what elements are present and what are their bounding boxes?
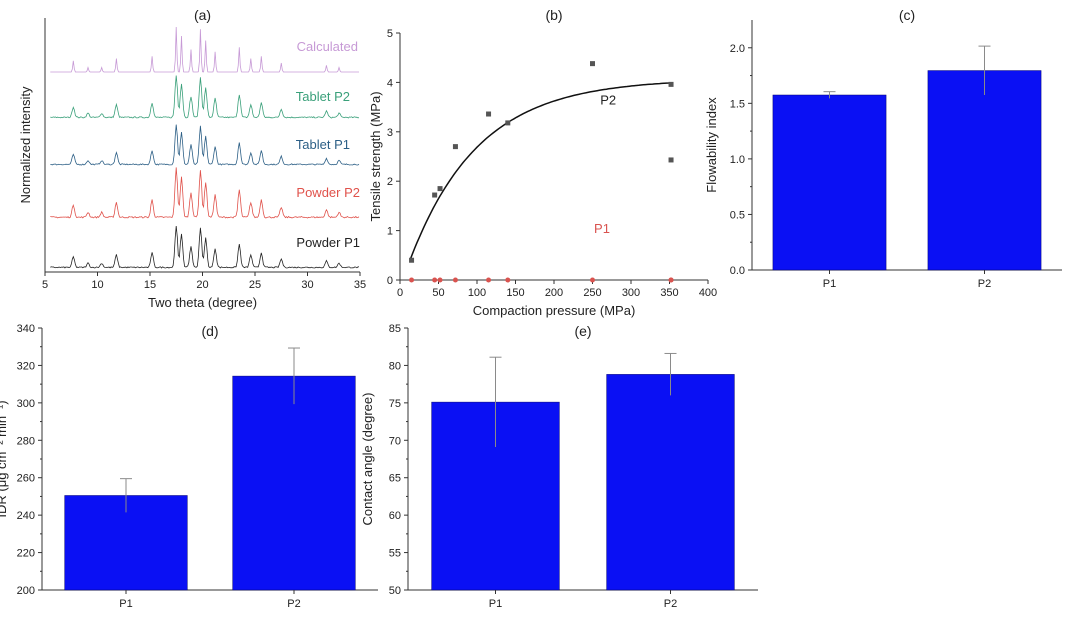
y-tick-label-d: 340	[17, 323, 35, 335]
y-tick-label-b: 2	[387, 176, 393, 188]
x-tick-label-c: P2	[978, 278, 991, 290]
bar-c-P2	[927, 70, 1042, 271]
y-tick-label-e: 65	[389, 473, 401, 485]
x-tick-label-b: 50	[432, 287, 444, 299]
y-tick-label-e: 55	[389, 548, 401, 560]
y-axis-label-c: Flowability index	[704, 97, 719, 193]
x-tick-label-a: 25	[249, 279, 261, 291]
trace-tablet-p1	[50, 124, 360, 166]
y-tick-label-d: 260	[17, 473, 35, 485]
x-tick-label-d: P2	[287, 598, 300, 610]
y-tick-label-e: 85	[389, 323, 401, 335]
series-label-b-P2: P2	[600, 93, 616, 108]
x-tick-label-a: 20	[196, 279, 208, 291]
y-tick-label-d: 220	[17, 548, 35, 560]
trace-powder-p1	[50, 225, 360, 269]
bar-d-P2	[232, 375, 356, 591]
point-b-P1	[590, 277, 595, 283]
point-b-P1	[505, 277, 511, 283]
panel-label-d: (d)	[201, 323, 218, 339]
x-tick-label-b: 0	[397, 287, 403, 299]
point-b-P2	[668, 157, 674, 163]
x-tick-label-a: 5	[42, 279, 48, 291]
trace-label-tablet-p2: Tablet P2	[296, 89, 350, 104]
point-b-P2	[437, 186, 443, 192]
bar-c-P1	[772, 94, 887, 271]
point-b-P1	[452, 277, 458, 283]
panel-label-a: (a)	[194, 7, 211, 23]
y-tick-label-c: 0.5	[730, 209, 745, 221]
y-tick-label-b: 1	[387, 226, 393, 238]
trace-calculated	[50, 26, 359, 73]
x-tick-label-b: 400	[699, 287, 717, 299]
x-tick-label-a: 10	[91, 279, 103, 291]
panel-label-c: (c)	[899, 7, 915, 23]
y-tick-label-b: 3	[387, 127, 393, 139]
x-tick-label-b: 150	[506, 287, 524, 299]
x-tick-label-b: 200	[545, 287, 563, 299]
point-b-P2	[409, 257, 415, 263]
point-b-P2	[505, 120, 511, 126]
fit-curve-b	[409, 82, 672, 261]
y-tick-label-d: 300	[17, 398, 35, 410]
point-b-P2	[452, 144, 458, 150]
y-axis-label-b: Tensile strength (MPa)	[368, 91, 383, 221]
point-b-P1	[437, 277, 443, 283]
y-tick-label-d: 240	[17, 510, 35, 522]
trace-label-calculated: Calculated	[297, 39, 358, 54]
y-tick-label-b: 4	[387, 77, 393, 89]
point-b-P1	[668, 277, 674, 283]
y-tick-label-e: 60	[389, 510, 401, 522]
y-tick-label-e: 70	[389, 435, 401, 447]
panel-label-e: (e)	[574, 323, 591, 339]
y-tick-label-b: 5	[387, 28, 393, 40]
x-tick-label-e: P1	[489, 598, 502, 610]
point-b-P2	[668, 81, 674, 87]
y-tick-label-c: 1.5	[730, 98, 745, 110]
y-tick-label-c: 1.0	[730, 154, 745, 166]
x-tick-label-b: 100	[468, 287, 486, 299]
trace-label-powder-p1: Powder P1	[296, 235, 360, 250]
trace-powder-p2	[50, 167, 360, 219]
x-tick-label-a: 30	[301, 279, 313, 291]
y-tick-label-c: 0.0	[730, 265, 745, 277]
x-tick-label-b: 350	[660, 287, 678, 299]
point-b-P1	[432, 277, 438, 283]
point-b-P1	[409, 277, 415, 283]
x-tick-label-b: 250	[583, 287, 601, 299]
y-tick-label-d: 320	[17, 360, 35, 372]
panel-label-b: (b)	[545, 7, 562, 23]
y-tick-label-e: 50	[389, 585, 401, 597]
bar-e-P2	[606, 374, 735, 591]
trace-label-tablet-p1: Tablet P1	[296, 137, 350, 152]
y-axis-label-e: Contact angle (degree)	[360, 393, 375, 526]
x-tick-label-c: P1	[823, 278, 836, 290]
trace-tablet-p2	[50, 75, 360, 119]
x-axis-label-a: Two theta (degree)	[148, 295, 257, 310]
trace-label-powder-p2: Powder P2	[296, 185, 360, 200]
y-tick-label-c: 2.0	[730, 43, 745, 55]
y-tick-label-e: 75	[389, 398, 401, 410]
x-tick-label-a: 35	[354, 279, 366, 291]
y-axis-label-d: IDR (μg cm⁻² min⁻¹)	[0, 400, 9, 517]
y-axis-label-a: Normalized intensity	[18, 86, 33, 204]
series-label-b-P1: P1	[594, 221, 610, 236]
x-tick-label-a: 15	[144, 279, 156, 291]
point-b-P2	[432, 192, 438, 198]
y-tick-label-e: 80	[389, 360, 401, 372]
y-tick-label-d: 280	[17, 435, 35, 447]
point-b-P2	[590, 61, 595, 67]
x-tick-label-e: P2	[664, 598, 677, 610]
y-tick-label-b: 0	[387, 275, 393, 287]
x-axis-label-b: Compaction pressure (MPa)	[473, 303, 636, 318]
point-b-P1	[486, 277, 492, 283]
x-tick-label-b: 300	[622, 287, 640, 299]
x-tick-label-d: P1	[119, 598, 132, 610]
y-tick-label-d: 200	[17, 585, 35, 597]
point-b-P2	[486, 111, 492, 117]
